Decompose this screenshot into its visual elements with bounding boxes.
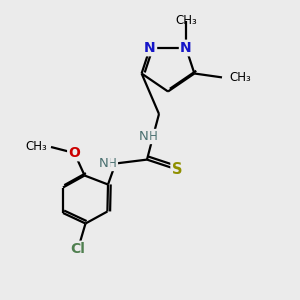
Text: N: N	[144, 41, 156, 55]
Text: N: N	[99, 157, 109, 170]
Text: CH₃: CH₃	[175, 14, 197, 28]
Text: O: O	[68, 146, 80, 160]
Text: S: S	[172, 162, 182, 177]
Text: CH₃: CH₃	[26, 140, 47, 154]
Text: N: N	[139, 130, 149, 143]
Text: Cl: Cl	[70, 242, 86, 256]
Text: H: H	[108, 157, 117, 170]
Text: N: N	[180, 41, 192, 55]
Text: H: H	[148, 130, 158, 143]
Text: CH₃: CH₃	[230, 71, 251, 84]
